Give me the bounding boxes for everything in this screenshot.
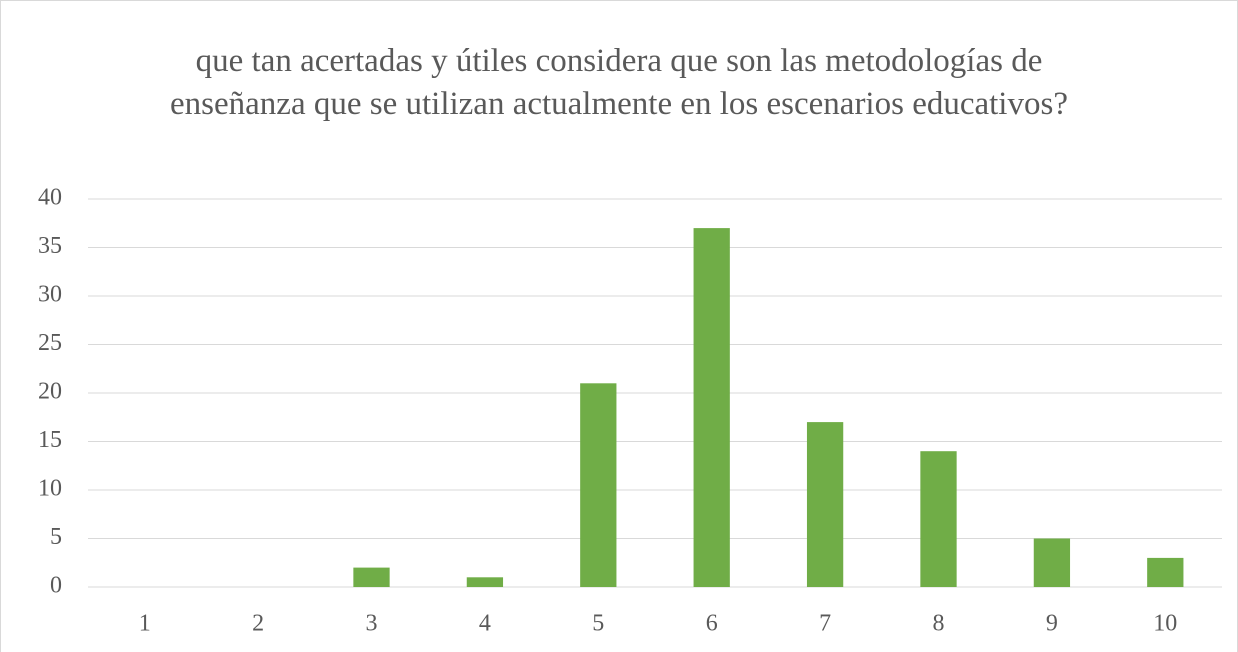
bar: [920, 451, 957, 587]
chart-title: que tan acertadas y útiles considera que…: [170, 43, 1068, 122]
y-tick-label: 10: [38, 476, 62, 502]
x-tick-label: 7: [819, 611, 831, 637]
bar: [806, 422, 844, 587]
y-tick-label: 15: [38, 427, 62, 453]
x-tick-label: 4: [479, 611, 491, 637]
bar: [466, 577, 504, 587]
y-tick-label: 35: [38, 233, 62, 259]
y-tick-label: 30: [38, 282, 62, 308]
x-tick-label: 5: [592, 611, 604, 637]
bar: [580, 383, 617, 587]
x-tick-label: 3: [366, 611, 378, 637]
x-tick-label: 9: [1046, 611, 1058, 637]
y-tick-label: 25: [38, 330, 62, 356]
bar: [1147, 557, 1184, 587]
x-tick-label: 8: [933, 611, 945, 637]
bar: [1033, 538, 1071, 587]
y-tick-label: 40: [38, 185, 62, 211]
x-tick-label: 2: [252, 611, 264, 637]
bar: [693, 228, 730, 587]
x-tick-label: 1: [139, 611, 151, 637]
y-tick-label: 0: [50, 573, 62, 599]
y-tick-label: 20: [38, 379, 62, 405]
bar: [353, 567, 390, 587]
x-tick-label: 10: [1153, 611, 1177, 637]
y-tick-label: 5: [50, 524, 62, 550]
x-tick-label: 6: [706, 611, 718, 637]
